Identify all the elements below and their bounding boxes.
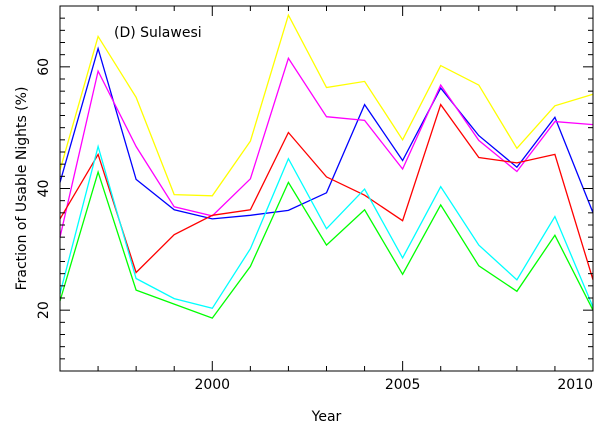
- series-line-3: [59, 56, 594, 238]
- ticks-layer: 2000 2005 2010 20 40 60: [36, 5, 594, 393]
- series-line-5: [59, 144, 594, 310]
- y-axis-label: Fraction of Usable Nights (%): [14, 87, 30, 291]
- series-line-1: [59, 13, 594, 197]
- y-tick-label: 40: [36, 180, 52, 198]
- x-tick-label: 2000: [194, 377, 230, 393]
- y-tick-label: 60: [36, 58, 52, 76]
- plot-frame: [59, 5, 594, 372]
- series-line-4: [59, 103, 594, 280]
- x-tick-label: 2010: [557, 377, 593, 393]
- x-axis-label: Year: [311, 409, 342, 425]
- x-tick-label: 2005: [385, 377, 421, 393]
- chart-title: (D) Sulawesi: [114, 25, 202, 41]
- series-line-6: [59, 169, 594, 319]
- series-layer: [59, 13, 594, 319]
- y-tick-label: 20: [36, 301, 52, 319]
- series-line-2: [59, 46, 594, 220]
